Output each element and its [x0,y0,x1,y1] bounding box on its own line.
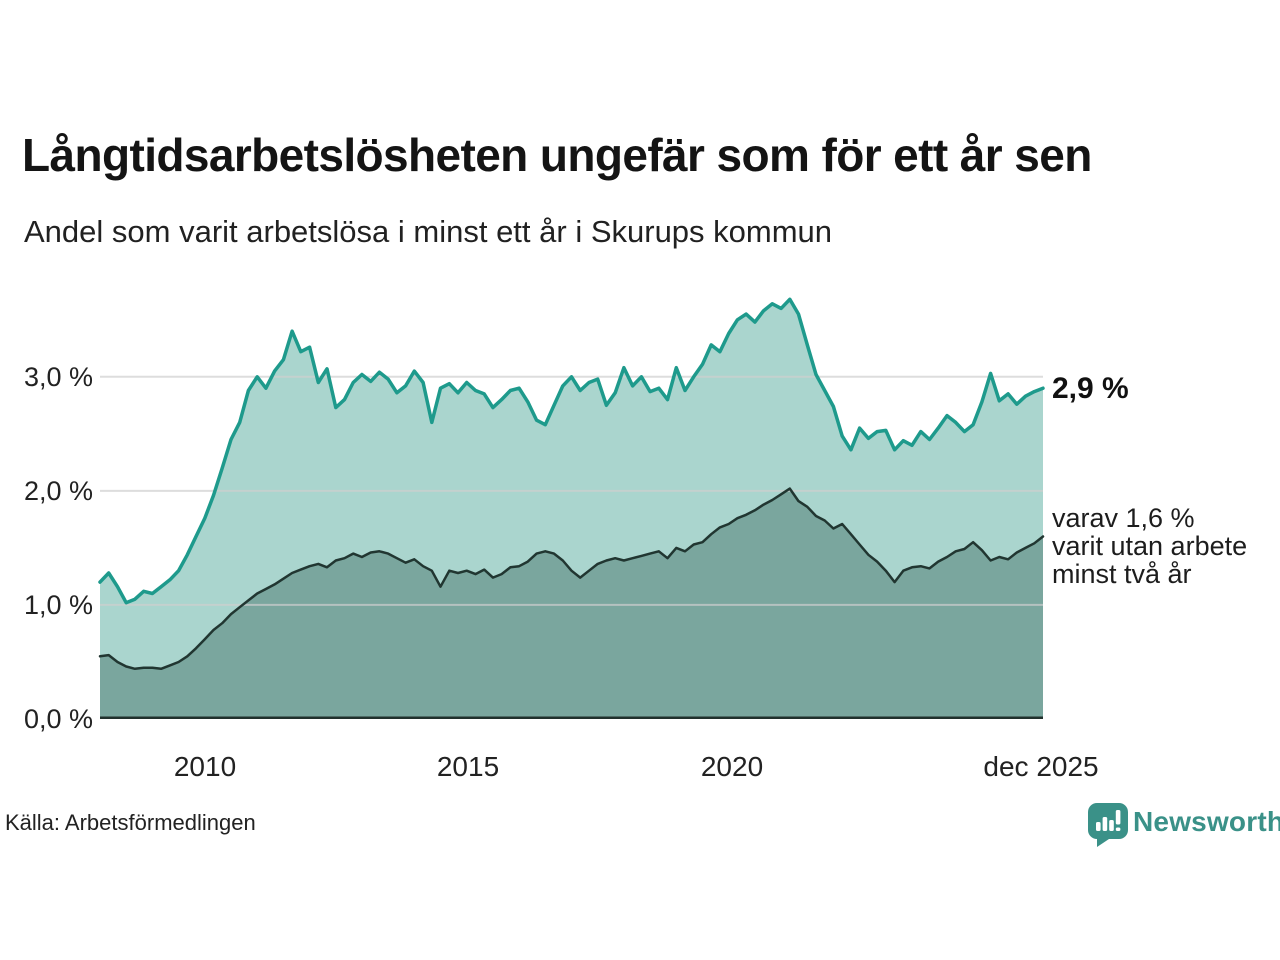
x-axis-label-dec-2025: dec 2025 [983,751,1099,782]
y-axis-label-1: 1,0 % [23,590,93,620]
series-note-label: varav 1,6 % varit utan arbete minst två … [1052,503,1248,589]
page-subtitle: Andel som varit arbetslösa i minst ett å… [24,214,833,249]
newsworthy-bar-chart-bubble-icon [1088,803,1128,847]
source-note: Källa: Arbetsförmedlingen [5,810,256,835]
page-title: Långtidsarbetslösheten ungefär som för e… [22,129,1092,181]
chart-plot [98,297,1045,720]
x-axis-label-2015: 2015 [436,751,500,782]
latest-value-label: 2,9 % [1052,372,1129,405]
x-axis-label-2020: 2020 [700,751,764,782]
y-axis-label-0: 0,0 % [23,704,93,734]
x-axis-label-2010: 2010 [173,751,237,782]
y-axis-label-3: 3,0 % [23,362,93,392]
y-axis-label-2: 2,0 % [23,476,93,506]
newsworthy-wordmark: Newsworthy [1133,806,1280,837]
